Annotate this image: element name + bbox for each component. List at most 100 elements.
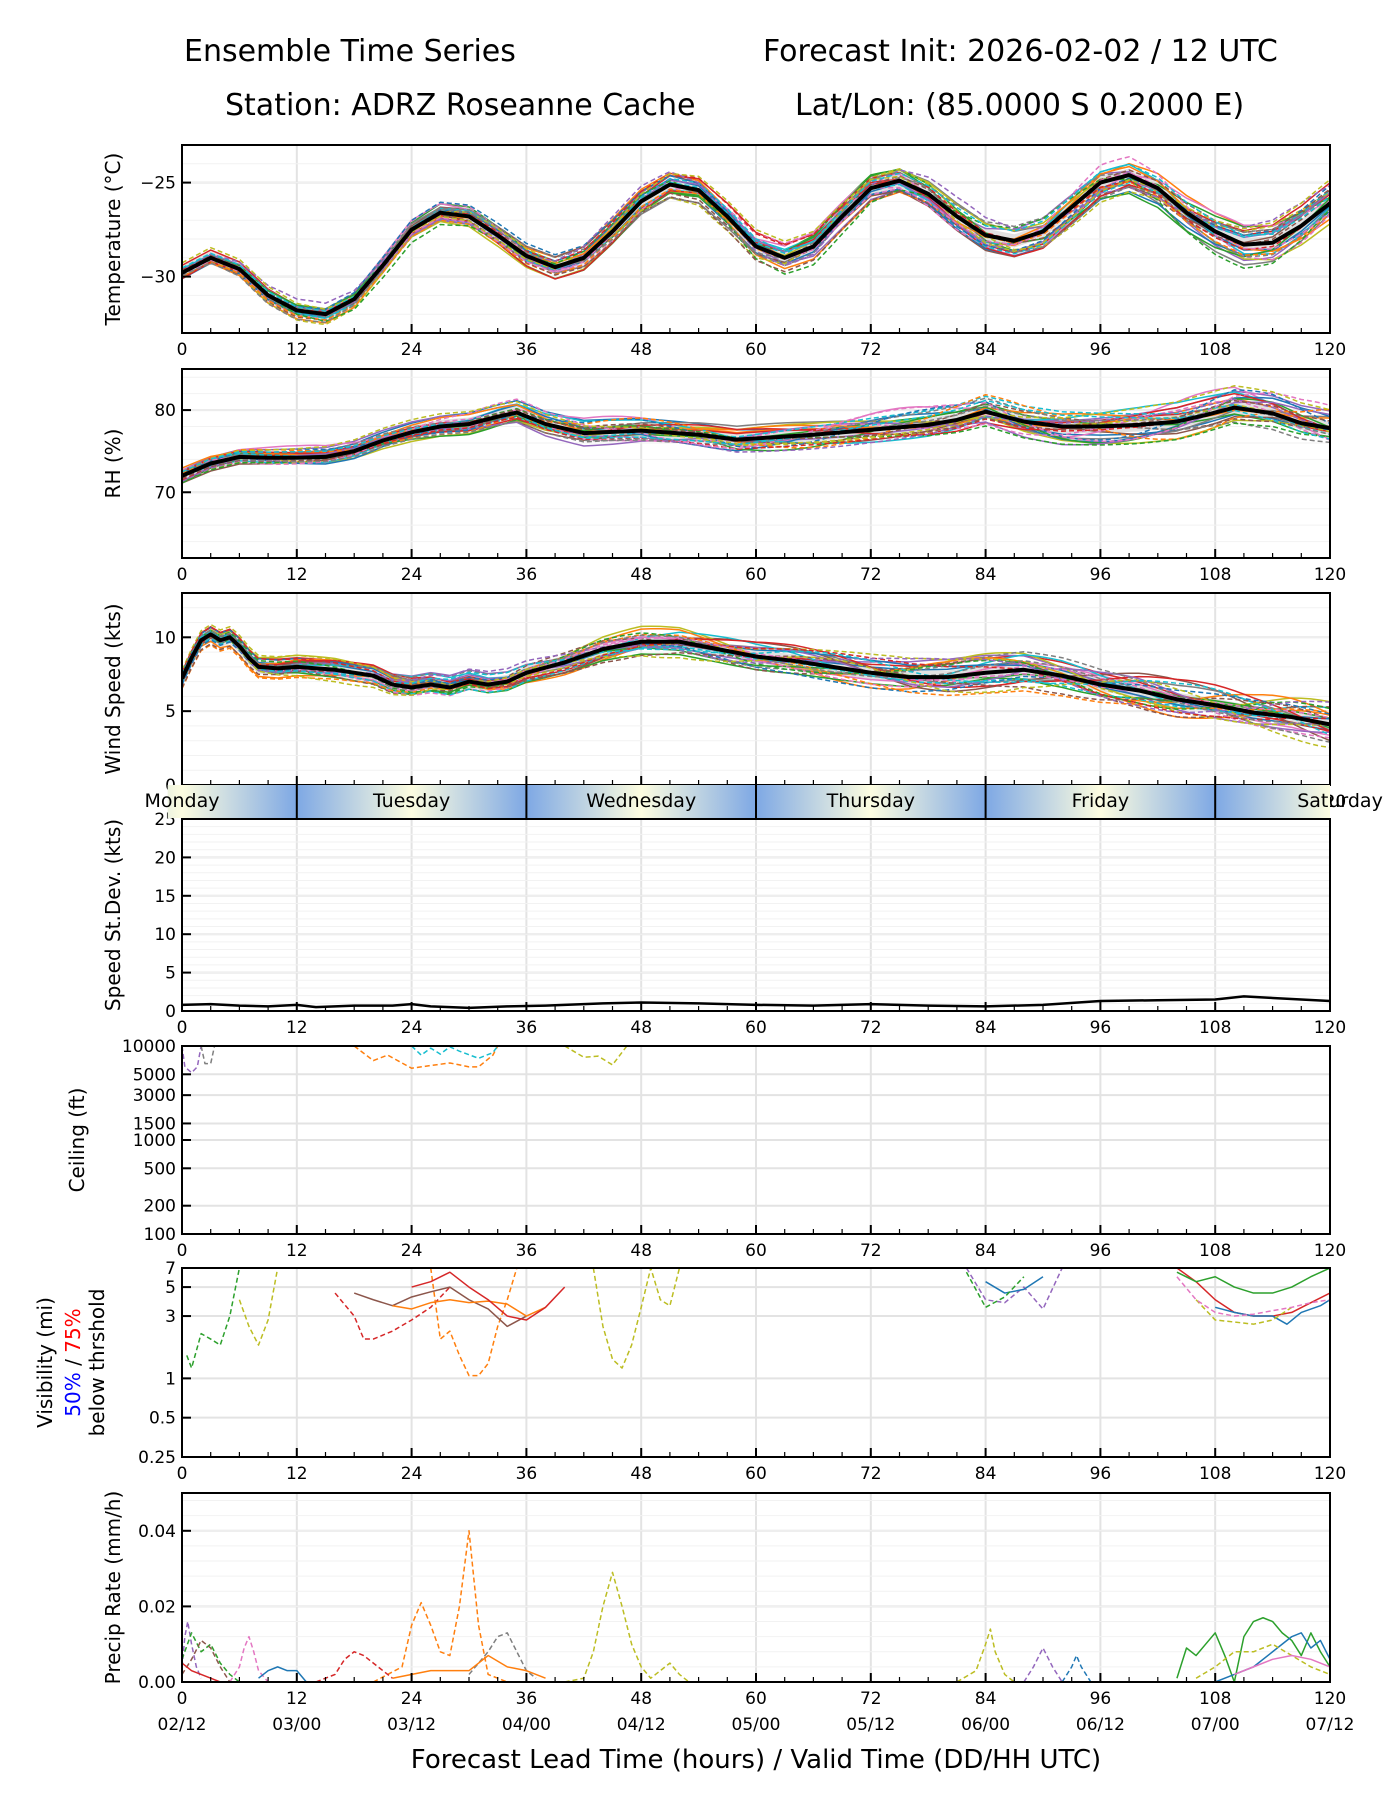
x-tick-label: 72 [860,1689,882,1709]
valid-time-label: 04/12 [617,1715,666,1735]
day-segment [756,785,986,818]
x-tick-label: 12 [286,1464,308,1484]
series-member-olive-dashed-late [1195,1299,1293,1325]
chart-title: Ensemble Time Series [184,34,516,69]
day-label-monday: Monday [144,790,219,812]
valid-time-label: 03/12 [387,1715,436,1735]
x-tick-label: 72 [860,1464,882,1484]
ensemble-member-line [182,629,1330,719]
x-tick-label: 48 [630,565,652,585]
x-tick-label: 12 [286,1689,308,1709]
x-tick-label: 36 [516,1689,538,1709]
series-member-blue-dashed-93 [1061,1654,1092,1682]
x-tick-label: 108 [1199,340,1231,360]
x-tick-label: 36 [516,340,538,360]
valid-time-label: 05/00 [732,1715,781,1735]
ensemble-member-line [182,406,1330,481]
x-tick-label: 12 [286,340,308,360]
x-tick-label: 96 [1090,1689,1112,1709]
panel-ceiling: 0 12 24 36 48 60 72 84 96 108 120 100 200 500 10001500… [65,1037,1346,1261]
series-member-green-dashed-early [182,1632,240,1682]
y-tick-label: 0 [165,1002,176,1022]
y-tick-label: 3000 [133,1086,176,1106]
x-tick-label: 108 [1199,1464,1231,1484]
x-tick-label: 60 [745,1464,767,1484]
x-tick-label: 24 [401,1018,423,1038]
x-tick-label: 24 [401,1689,423,1709]
y-axis-label: Temperature (°C) [101,153,125,327]
x-tick-label: 120 [1314,340,1346,360]
ensemble-mean-line [182,405,1330,478]
y-tick-label: 200 [144,1197,176,1217]
series-member-green-dashed-mid [965,1271,1025,1309]
x-tick-label: 120 [1314,1241,1346,1261]
x-tick-label: 96 [1090,565,1112,585]
y-tick-label: 5 [165,964,176,984]
x-tick-label: 48 [630,1241,652,1261]
plot-area-wind_speed [182,623,1330,749]
plot-area-temperature [182,156,1330,326]
y-tick-label: 15 [154,887,176,907]
series-member-olive-dashed [564,1571,690,1682]
x-tick-label: 120 [1314,1018,1346,1038]
series-member-green-solid-late [1176,1268,1330,1294]
x-tick-label: 84 [975,1464,997,1484]
y-tick-label: −25 [140,174,176,194]
x-tick-label: 84 [975,1241,997,1261]
y-tick-label: 0.00 [138,1673,176,1693]
panel-wind_speed: 012243648607284961081200510Wind Speed (k… [101,592,1346,812]
day-label-friday: Friday [1072,790,1130,812]
x-tick-label: 60 [745,1241,767,1261]
ensemble-member-line [182,626,1330,721]
x-tick-label: 84 [975,1689,997,1709]
ensemble-member-line [182,638,1330,715]
ensemble-member-line [182,637,1330,726]
y-tick-label: 500 [144,1159,176,1179]
series-member-red-solid [411,1271,566,1321]
x-tick-label: 48 [630,1464,652,1484]
x-tick-label: 108 [1199,565,1231,585]
series-member-red-dashed [315,1651,393,1682]
x-tick-label: 24 [401,1464,423,1484]
series-member-olive-dashed-84 [956,1628,1015,1682]
x-tick-label: 84 [975,1018,997,1038]
ensemble-member-line [182,399,1330,473]
y-axis-label: Ceiling (ft) [65,1088,89,1193]
y-axis-label: Wind Speed (kts) [101,603,125,774]
x-tick-label: 12 [286,1241,308,1261]
x-tick-label: 72 [860,565,882,585]
x-tick-label: 12 [286,1018,308,1038]
series-member-purple-dashed [182,1046,202,1074]
plot-area-speed_stdev [182,995,1330,1010]
series-member-blue-solid-early [258,1666,307,1682]
x-tick-label: 48 [630,1689,652,1709]
ensemble-member-line [182,398,1330,483]
series-member-blue-solid-late [1215,1299,1330,1325]
x-tick-label: 24 [401,1241,423,1261]
y-tick-label: −30 [140,268,176,288]
day-label-thursday: Thursday [826,790,915,812]
x-tick-label: 60 [745,1018,767,1038]
x-tick-label: 24 [401,340,423,360]
ensemble-member-line [182,626,1330,720]
y-tick-label: 5000 [133,1065,176,1085]
threshold-legend-part: 50% [61,1372,85,1416]
y-tick-label: 0.25 [138,1448,176,1468]
x-tick-label: 72 [860,1241,882,1261]
ensemble-member-line [182,180,1330,321]
series-member-red-solid-early [182,1662,230,1682]
ensemble-member-line [182,635,1330,743]
ensemble-member-line [182,633,1330,749]
panel-visibility: 0 12 24 36 48 60 72 84 96 108 120 0.25 0.5 1 3 57 Visibi… [33,1259,1346,1484]
series-member-brown-solid [353,1286,527,1328]
y-tick-label: 20 [154,848,176,868]
series-member-pink-solid-late [1234,1654,1330,1676]
valid-time-label: 03/00 [272,1715,321,1735]
ensemble-member-line [182,171,1330,323]
ensemble-member-line [182,635,1330,732]
day-band: Monday Tuesday Wednesday Thursday Friday Satu… [144,785,1383,818]
x-tick-label: 84 [975,340,997,360]
series-member-pink-dashed [229,1635,269,1682]
